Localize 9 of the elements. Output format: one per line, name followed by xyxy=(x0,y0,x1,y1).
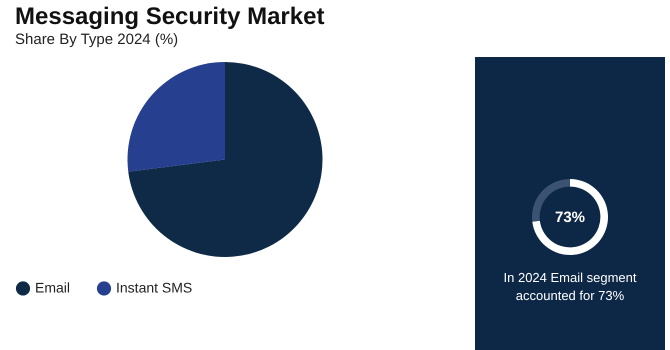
legend-label: Instant SMS xyxy=(116,279,192,296)
pie-slice xyxy=(128,62,322,257)
chart-subtitle: Share By Type 2024 (%) xyxy=(15,31,178,48)
data-label: 73% xyxy=(554,209,586,226)
donut-slice xyxy=(532,179,608,255)
chart-title: Messaging Security Market xyxy=(15,3,324,30)
legend-label: Email xyxy=(35,279,70,296)
text: In 2024 Email segment accounted for 73% xyxy=(504,270,637,303)
pie-slice xyxy=(128,62,225,172)
